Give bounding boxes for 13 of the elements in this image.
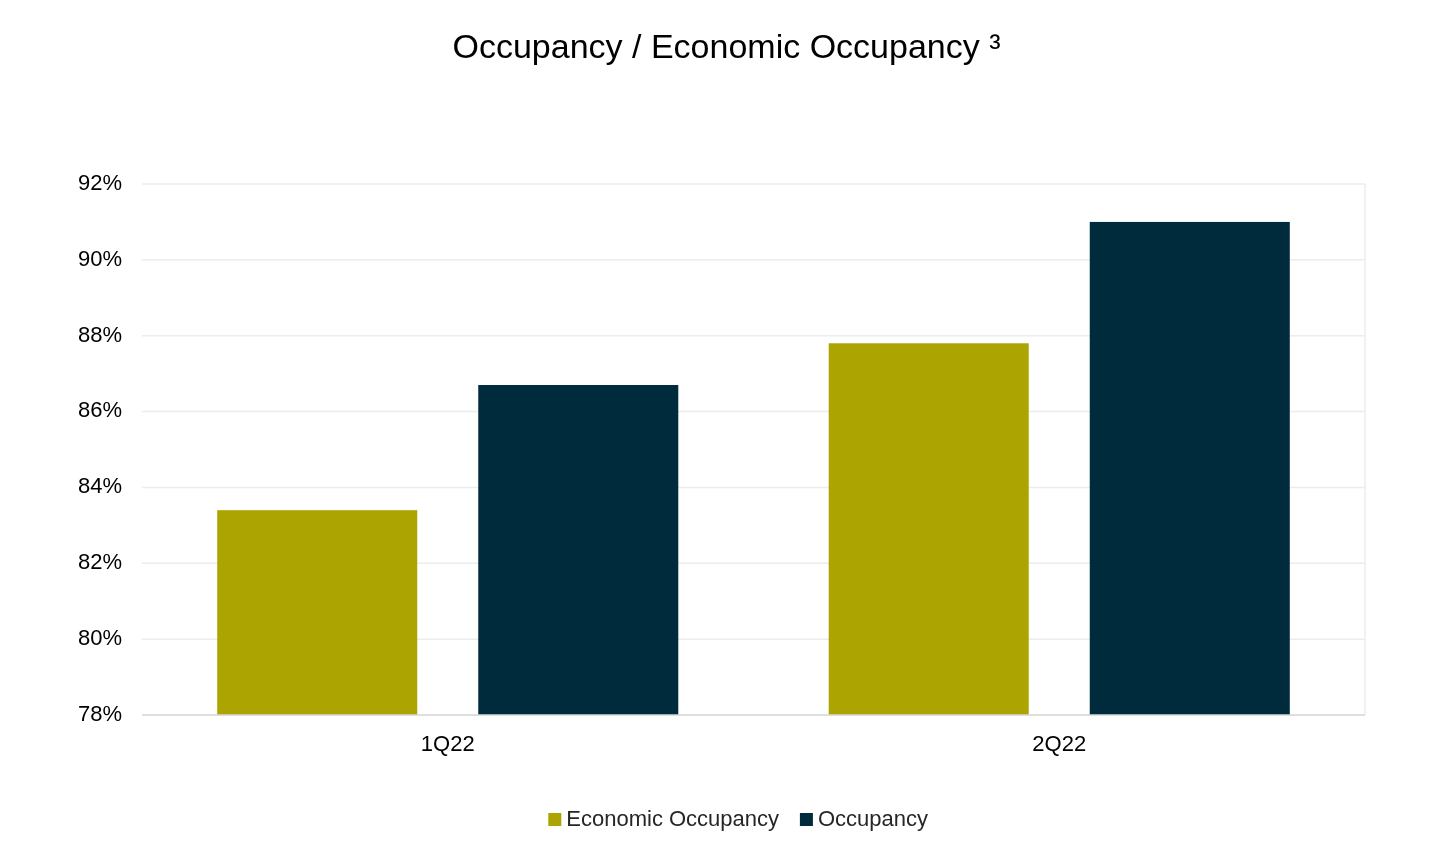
y-tick-label: 78%	[77, 700, 122, 726]
legend-label: Occupancy	[817, 805, 928, 831]
legend-label: Economic Occupancy	[566, 805, 780, 831]
chart-title: Occupancy / Economic Occupancy ³	[452, 27, 1001, 65]
y-tick-label: 90%	[77, 245, 122, 271]
y-tick-label: 92%	[77, 169, 122, 195]
y-tick-label: 84%	[77, 473, 122, 499]
y-tick-label: 80%	[77, 624, 122, 650]
y-tick-label: 86%	[77, 397, 122, 423]
x-tick-label: 2Q22	[1032, 730, 1087, 756]
y-tick-label: 88%	[77, 321, 122, 347]
y-tick-label: 82%	[77, 549, 122, 575]
x-tick-label: 1Q22	[420, 730, 475, 756]
